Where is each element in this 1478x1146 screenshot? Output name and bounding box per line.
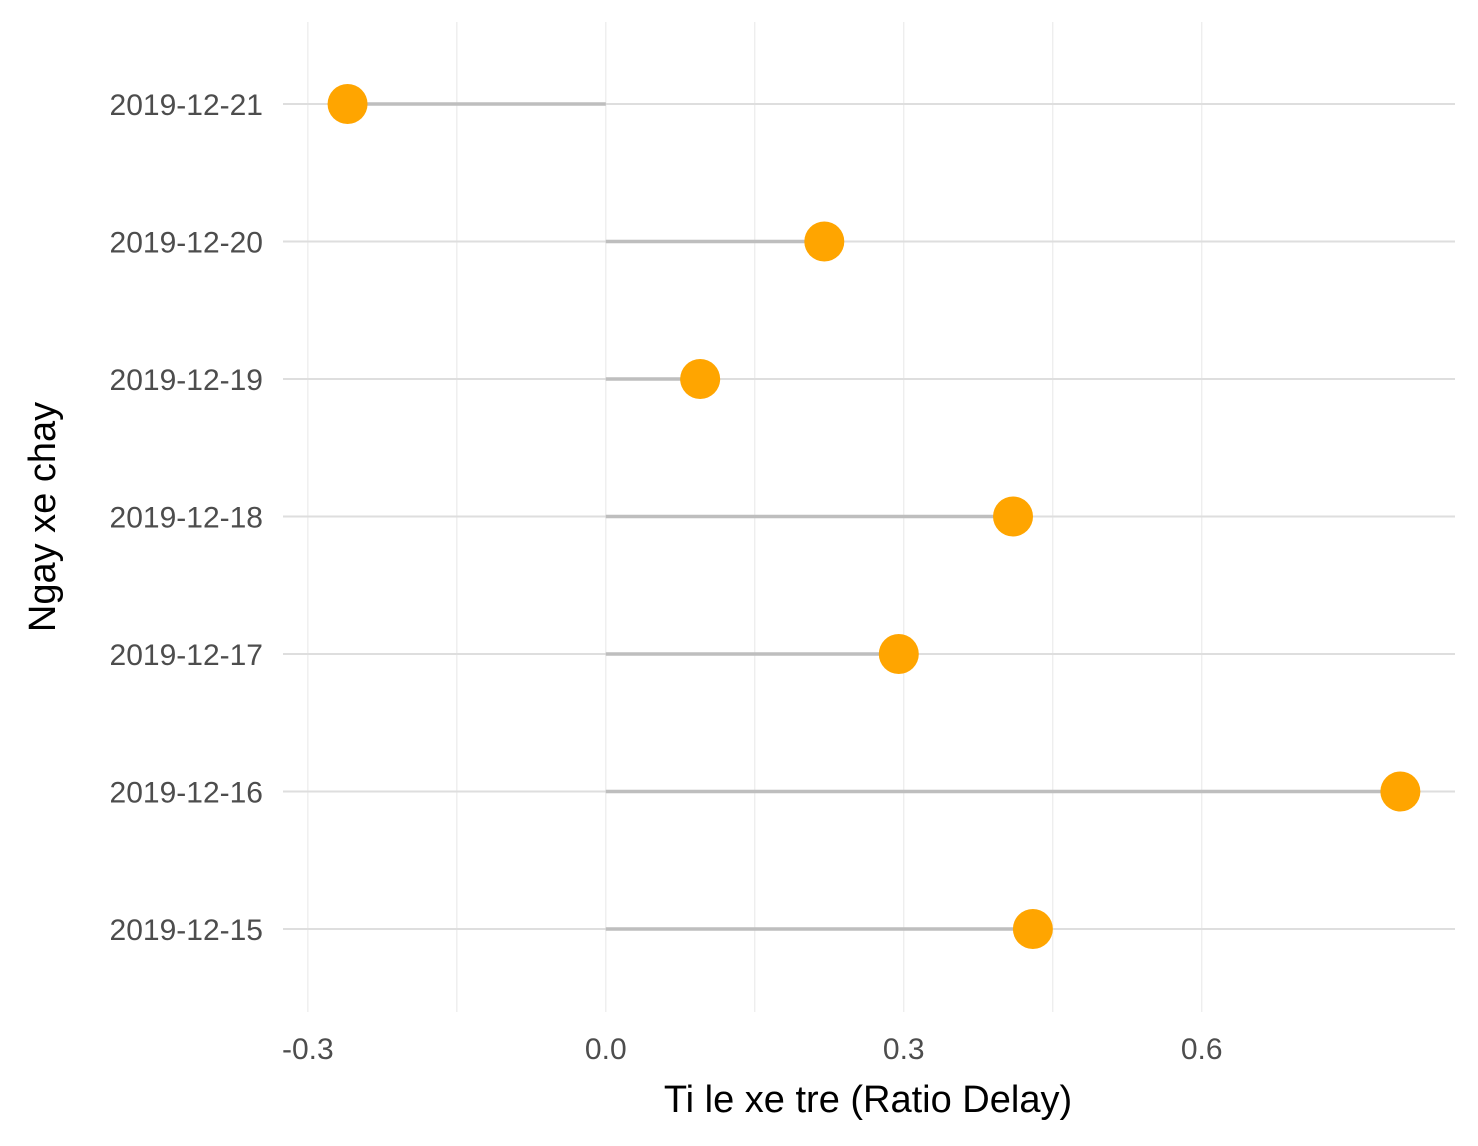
lollipop-point <box>993 496 1034 537</box>
y-tick-label: 2019-12-18 <box>110 502 263 535</box>
x-tick-label: 0.0 <box>585 1033 627 1066</box>
y-axis-title: Ngay xe chay <box>22 402 64 632</box>
y-tick-label: 2019-12-19 <box>110 364 263 397</box>
lollipop-point <box>680 359 721 399</box>
x-axis: -0.3 0.0 0.3 0.6 <box>282 1033 1223 1066</box>
lollipop-points <box>327 84 1421 949</box>
x-tick-label: 0.3 <box>883 1033 925 1066</box>
lollipop-stems <box>347 102 1401 931</box>
lollipop-point <box>327 84 368 124</box>
x-tick-label: 0.6 <box>1181 1033 1223 1066</box>
x-axis-title: Ti le xe tre (Ratio Delay) <box>664 1079 1072 1121</box>
lollipop-point <box>878 634 919 674</box>
lollipop-point <box>1012 909 1053 949</box>
lollipop-point <box>804 221 845 262</box>
y-tick-label: 2019-12-21 <box>110 89 263 122</box>
y-tick-label: 2019-12-16 <box>110 777 263 810</box>
y-tick-label: 2019-12-15 <box>110 914 263 947</box>
y-tick-label: 2019-12-17 <box>110 639 263 672</box>
x-tick-label: -0.3 <box>282 1033 334 1066</box>
y-tick-label: 2019-12-20 <box>110 227 263 260</box>
y-axis: 2019-12-21 2019-12-20 2019-12-19 2019-12-18… <box>110 89 263 947</box>
lollipop-point <box>1380 771 1421 812</box>
